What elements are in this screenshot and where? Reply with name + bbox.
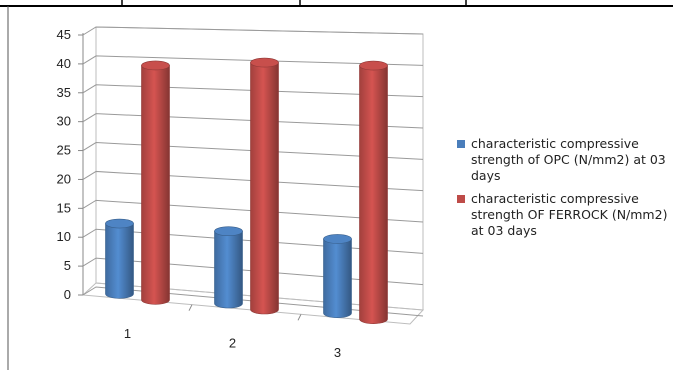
bar-top (323, 234, 352, 244)
x-tick-label: 1 (124, 326, 131, 341)
bar-body (214, 230, 243, 309)
y-tick-label: 30 (57, 114, 71, 129)
gridline (82, 113, 424, 129)
gridline (82, 199, 424, 223)
y-tick-label: 40 (57, 56, 71, 71)
legend-label-ferrock: characteristic compressive strength OF F… (471, 191, 668, 238)
y-tick-label: 10 (57, 229, 71, 244)
y-tick-label: 45 (57, 27, 71, 42)
bar-body (359, 65, 388, 324)
gridlines (78, 26, 424, 317)
gridline (82, 84, 424, 98)
y-tick-label: 5 (64, 258, 71, 273)
gridline (82, 286, 424, 317)
legend-swatch-ferrock (457, 195, 465, 203)
bar-top (359, 60, 388, 71)
gridline (82, 26, 424, 36)
legend-label-opc: characteristic compressive strength of O… (471, 136, 666, 183)
bar-top (250, 57, 279, 68)
gridline (82, 170, 424, 192)
bar-body (105, 223, 134, 299)
gridline (82, 228, 424, 254)
gridline (82, 142, 424, 160)
bar-top (214, 226, 243, 237)
legend-item-ferrock: characteristic compressive strength OF F… (457, 191, 672, 239)
y-tick-label: 35 (57, 85, 71, 100)
bars (105, 57, 388, 324)
legend-swatch-opc (457, 140, 465, 148)
y-axis-ticks: 0 5 10 15 20 25 30 35 40 45 (57, 27, 71, 302)
legend-item-opc: characteristic compressive strength of O… (457, 136, 672, 184)
bar-body (323, 238, 352, 318)
bar-top (105, 218, 134, 229)
gridline (82, 55, 424, 66)
x-tick-label: 2 (229, 336, 236, 351)
x-tick-mark (297, 314, 302, 321)
legend: characteristic compressive strength of O… (457, 136, 672, 246)
bar-body (141, 65, 170, 305)
y-tick-label: 20 (57, 171, 71, 186)
gridline (82, 257, 424, 286)
bar-body (250, 62, 279, 315)
bar-top (141, 60, 170, 71)
y-tick-label: 25 (57, 143, 71, 158)
x-axis-ticks: 1 2 3 (124, 304, 341, 360)
x-tick-label: 3 (334, 345, 341, 360)
y-tick-label: 0 (64, 287, 71, 302)
x-tick-mark (188, 304, 193, 311)
y-tick-label: 15 (57, 200, 71, 215)
